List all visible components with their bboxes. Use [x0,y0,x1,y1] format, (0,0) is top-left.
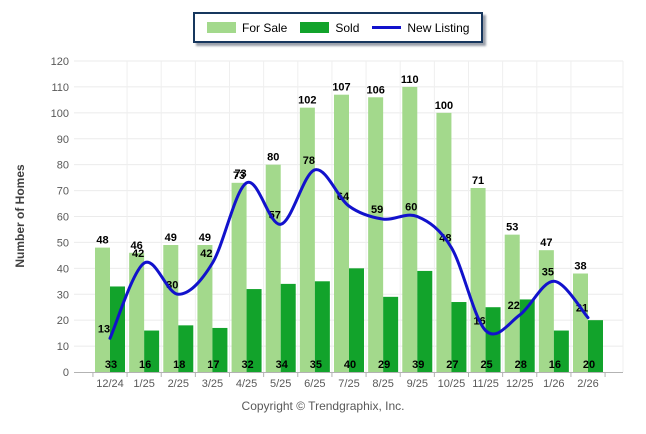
svg-text:28: 28 [515,359,527,371]
svg-text:50: 50 [57,237,69,249]
svg-text:80: 80 [57,160,69,172]
svg-text:1/25: 1/25 [133,378,154,390]
svg-text:16: 16 [139,359,151,371]
svg-text:8/25: 8/25 [372,378,393,390]
sold-swatch-icon [300,22,330,33]
svg-text:78: 78 [303,155,315,167]
svg-text:60: 60 [57,212,69,224]
svg-text:53: 53 [506,222,518,234]
svg-text:16: 16 [549,359,561,371]
svg-text:6/25: 6/25 [304,378,325,390]
svg-text:73: 73 [234,168,246,180]
svg-text:10/25: 10/25 [438,378,466,390]
legend-label-sold: Sold [335,20,360,35]
svg-text:20: 20 [583,359,595,371]
svg-text:40: 40 [57,263,69,275]
svg-text:1/26: 1/26 [543,378,564,390]
svg-text:7/25: 7/25 [338,378,359,390]
svg-text:100: 100 [435,100,453,112]
svg-text:47: 47 [540,237,552,249]
svg-text:90: 90 [57,134,69,146]
legend-item-new-listing: New Listing [372,21,469,35]
svg-text:0: 0 [63,367,69,379]
svg-text:120: 120 [51,56,69,68]
svg-text:11/25: 11/25 [472,378,499,390]
svg-text:39: 39 [412,359,424,371]
copyright-text: Copyright © Trendgraphix, Inc. [241,399,405,413]
svg-text:17: 17 [207,359,219,371]
legend-label-new-listing: New Listing [407,20,470,35]
svg-text:60: 60 [405,202,417,214]
svg-text:27: 27 [446,359,458,371]
svg-text:46: 46 [131,240,143,252]
svg-text:35: 35 [310,359,322,371]
svg-text:12/24: 12/24 [96,378,124,390]
svg-text:48: 48 [96,235,108,247]
svg-text:102: 102 [298,95,316,107]
svg-text:42: 42 [200,248,212,260]
legend-item-for-sale: For Sale [207,21,287,35]
for-sale-swatch-icon [207,22,236,33]
chart-legend: For Sale Sold New Listing [193,12,484,43]
svg-text:49: 49 [165,232,177,244]
svg-text:4/25: 4/25 [236,378,257,390]
svg-text:71: 71 [472,175,484,187]
svg-text:18: 18 [173,359,185,371]
svg-text:107: 107 [332,82,350,94]
svg-text:110: 110 [401,74,419,86]
svg-text:20: 20 [57,315,69,327]
svg-text:73: 73 [233,170,245,182]
svg-text:35: 35 [542,266,554,278]
svg-text:22: 22 [508,300,520,312]
svg-text:13: 13 [98,323,110,335]
svg-text:30: 30 [57,289,69,301]
svg-text:29: 29 [378,359,390,371]
svg-text:59: 59 [371,204,383,216]
svg-text:5/25: 5/25 [270,378,291,390]
new-listing-line-swatch-icon [372,26,402,29]
svg-text:38: 38 [574,261,586,273]
svg-text:2/25: 2/25 [168,378,189,390]
svg-text:32: 32 [241,359,253,371]
svg-text:25: 25 [480,359,492,371]
svg-text:40: 40 [344,359,356,371]
svg-text:9/25: 9/25 [407,378,428,390]
svg-text:2/26: 2/26 [577,378,598,390]
svg-text:12/25: 12/25 [506,378,534,390]
svg-text:10: 10 [57,341,69,353]
svg-text:3/25: 3/25 [202,378,223,390]
svg-text:110: 110 [51,82,69,94]
svg-text:80: 80 [267,152,279,164]
svg-text:106: 106 [366,84,384,96]
svg-text:100: 100 [51,108,69,120]
svg-text:34: 34 [276,359,289,371]
legend-label-for-sale: For Sale [242,20,288,35]
svg-text:33: 33 [105,359,117,371]
legend-item-sold: Sold [300,21,359,35]
svg-text:70: 70 [57,186,69,198]
svg-text:49: 49 [199,232,211,244]
svg-text:42: 42 [132,248,144,260]
